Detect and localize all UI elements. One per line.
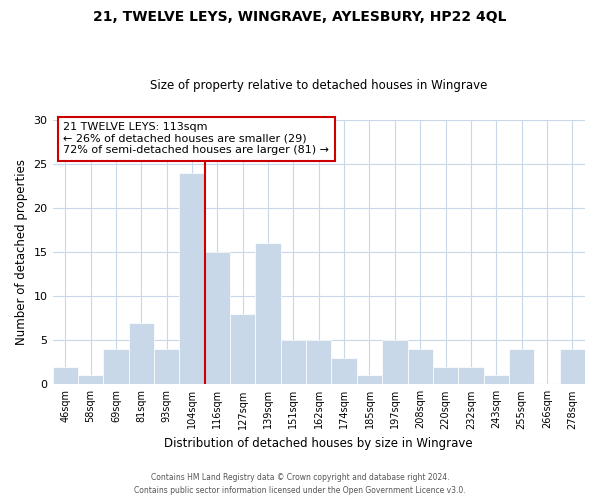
Bar (509, 349, 534, 384)
Bar (281, 340, 306, 384)
Title: Size of property relative to detached houses in Wingrave: Size of property relative to detached ho… (150, 79, 487, 92)
Bar (53, 366, 78, 384)
Bar (78, 376, 103, 384)
Bar (357, 376, 382, 384)
Bar (103, 349, 128, 384)
Bar (128, 322, 154, 384)
Bar (433, 366, 458, 384)
Text: 21, TWELVE LEYS, WINGRAVE, AYLESBURY, HP22 4QL: 21, TWELVE LEYS, WINGRAVE, AYLESBURY, HP… (93, 10, 507, 24)
Bar (382, 340, 407, 384)
Bar (560, 349, 585, 384)
Text: 21 TWELVE LEYS: 113sqm
← 26% of detached houses are smaller (29)
72% of semi-det: 21 TWELVE LEYS: 113sqm ← 26% of detached… (63, 122, 329, 156)
X-axis label: Distribution of detached houses by size in Wingrave: Distribution of detached houses by size … (164, 437, 473, 450)
Bar (407, 349, 433, 384)
Bar (458, 366, 484, 384)
Bar (230, 314, 256, 384)
Bar (306, 340, 331, 384)
Bar (205, 252, 230, 384)
Text: Contains HM Land Registry data © Crown copyright and database right 2024.
Contai: Contains HM Land Registry data © Crown c… (134, 473, 466, 495)
Y-axis label: Number of detached properties: Number of detached properties (15, 159, 28, 345)
Bar (179, 172, 205, 384)
Bar (331, 358, 357, 384)
Bar (484, 376, 509, 384)
Bar (154, 349, 179, 384)
Bar (256, 243, 281, 384)
